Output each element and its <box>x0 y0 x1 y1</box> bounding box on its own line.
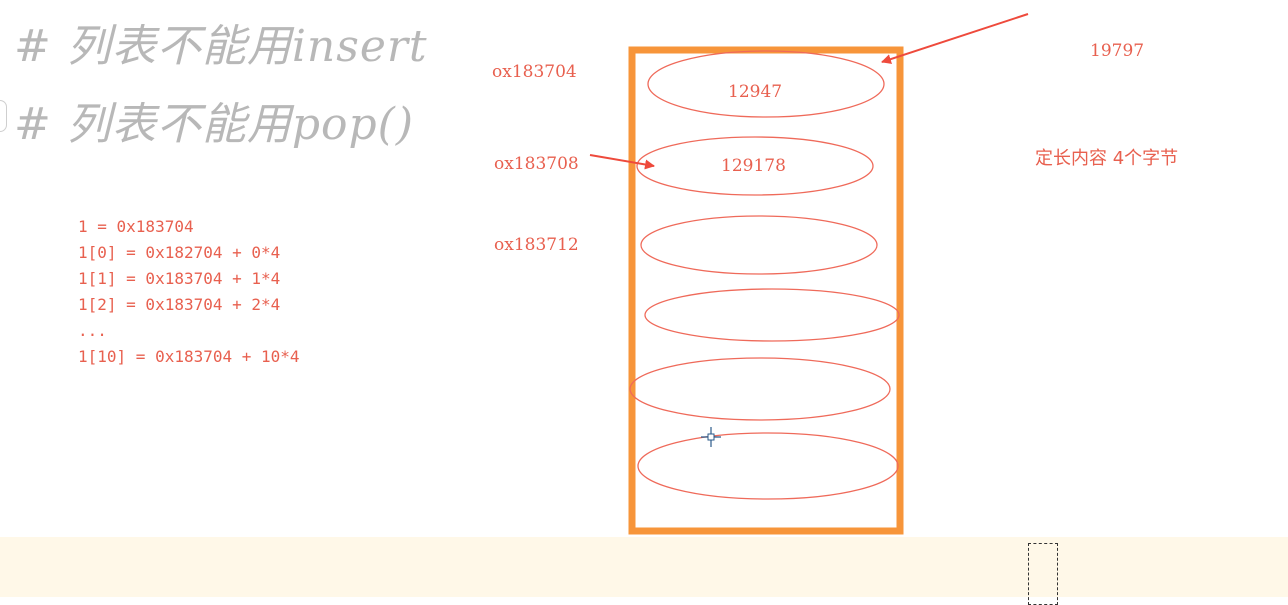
code-line: 1[10] = 0x183704 + 10*4 <box>78 347 300 366</box>
address-label-1: ox183704 <box>492 62 577 82</box>
memory-cell-4 <box>644 288 900 342</box>
code-line: 1[2] = 0x183704 + 2*4 <box>78 295 281 314</box>
dashed-selection-box[interactable] <box>1028 543 1058 605</box>
memory-cell-5 <box>629 357 891 421</box>
memory-cell-2 <box>636 136 874 196</box>
arrow-cell-2 <box>589 154 655 170</box>
cell-value-2: 129178 <box>721 156 786 176</box>
memory-cell-1 <box>647 50 885 118</box>
crosshair-cursor-icon <box>701 427 721 447</box>
address-label-3: ox183712 <box>494 235 579 255</box>
code-line: 1[1] = 0x183704 + 1*4 <box>78 269 281 288</box>
memory-cell-6 <box>637 432 899 500</box>
comment-pop: # 列表不能用pop() <box>14 99 415 150</box>
address-formula-block: 1 = 0x183704 1[0] = 0x182704 + 0*4 1[1] … <box>78 214 300 370</box>
memory-cell-3 <box>640 215 878 275</box>
memory-block-box <box>628 46 904 535</box>
comment-insert: # 列表不能用insert <box>14 21 428 72</box>
fixed-length-note: 定长内容 4个字节 <box>1035 148 1179 169</box>
code-line: ... <box>78 321 107 340</box>
code-line: 1[0] = 0x182704 + 0*4 <box>78 243 281 262</box>
cell-value-1: 12947 <box>728 82 783 102</box>
code-line: 1 = 0x183704 <box>78 217 194 236</box>
address-label-2: ox183708 <box>494 154 579 174</box>
bottom-panel <box>0 537 1288 597</box>
arrow-top <box>881 13 1029 64</box>
side-value: 19797 <box>1090 41 1145 61</box>
